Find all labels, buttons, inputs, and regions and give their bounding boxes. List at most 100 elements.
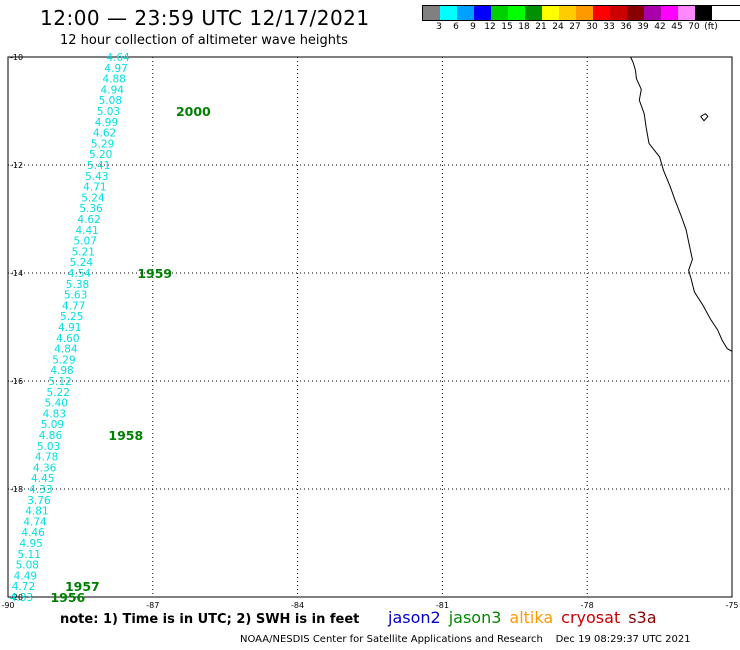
- wave-height-label: 5.40: [45, 398, 68, 410]
- wave-height-label: 4.99: [95, 117, 118, 129]
- wave-height-label: 4.94: [101, 84, 125, 96]
- legend-label: 6: [453, 22, 459, 32]
- wave-height-label: 5.29: [91, 138, 114, 150]
- wave-height-label: 5.29: [52, 354, 75, 366]
- wave-height-label: 4.72: [12, 581, 35, 593]
- x-tick-label: -78: [581, 601, 594, 610]
- wave-height-label: 4.77: [62, 300, 85, 312]
- legend-label: 15: [501, 22, 513, 32]
- legend-swatch: [457, 6, 474, 20]
- legend-swatch: [525, 6, 542, 20]
- map-frame: [7, 56, 733, 598]
- wave-height-label: 4.81: [25, 506, 48, 518]
- legend-swatch: [593, 6, 610, 20]
- wave-height-label: 4.33: [29, 484, 52, 496]
- wave-height-label: 4.97: [104, 63, 127, 75]
- wave-height-label: 4.62: [77, 214, 100, 226]
- legend-label: 9: [470, 22, 476, 32]
- legend-label: 36: [620, 22, 632, 32]
- legend-label: (ft): [704, 22, 718, 32]
- footer-note: note: 1) Time is in UTC; 2) SWH is in fe…: [60, 612, 360, 627]
- legend-swatch: [542, 6, 559, 20]
- wave-height-label: 4.62: [93, 128, 116, 140]
- time-label: 1958: [108, 428, 143, 443]
- wave-height-label: 5.41: [87, 160, 110, 172]
- wave-height-label: 5.24: [81, 192, 105, 204]
- wave-height-label: 5.63: [64, 290, 87, 302]
- credit-text: NOAA/NESDIS Center for Satellite Applica…: [240, 634, 543, 645]
- legend-swatch: [474, 6, 491, 20]
- legend-color-bar: [422, 5, 740, 21]
- x-tick-label: -87: [146, 601, 159, 610]
- wave-height-label: 5.38: [66, 279, 89, 291]
- satellite-label-altika: altika: [509, 608, 554, 627]
- legend-swatch: [627, 6, 644, 20]
- page-subtitle: 12 hour collection of altimeter wave hei…: [60, 33, 348, 48]
- wave-height-label: 4.84: [54, 344, 78, 356]
- wave-height-label: 4.71: [83, 182, 106, 194]
- legend-swatch: [661, 6, 678, 20]
- wave-height-label: 4.45: [31, 473, 54, 485]
- x-tick-label: -84: [291, 601, 304, 610]
- legend-label: 27: [569, 22, 581, 32]
- wave-height-label: 5.22: [47, 387, 70, 399]
- legend-swatch: [440, 6, 457, 20]
- wave-height-label: 5.08: [16, 560, 39, 572]
- y-tick-label: -10: [10, 53, 23, 62]
- wave-height-label: 5.08: [99, 95, 122, 107]
- wave-height-label: 5.09: [41, 419, 64, 431]
- legend-label: 45: [671, 22, 683, 32]
- wave-height-label: 4.83: [43, 408, 66, 420]
- credit-timestamp: Dec 19 08:29:37 UTC 2021: [555, 634, 691, 645]
- wave-height-label: 4.98: [50, 365, 73, 377]
- legend-swatch: [576, 6, 593, 20]
- legend-swatch: [695, 6, 712, 20]
- legend-label: 30: [586, 22, 598, 32]
- coastline: [630, 56, 733, 352]
- wave-height-label: 4.95: [19, 538, 42, 550]
- y-tick-label: -18: [10, 485, 23, 494]
- legend-label: 3: [436, 22, 442, 32]
- wave-height-label: 5.25: [60, 311, 83, 323]
- x-tick-label: -90: [1, 601, 14, 610]
- satellite-label-jason2: jason2: [388, 608, 441, 627]
- wave-height-label: 4.91: [58, 322, 81, 334]
- wave-height-label: 4.49: [14, 570, 37, 582]
- wave-height-label: 4.33: [10, 592, 33, 604]
- legend-label: 39: [637, 22, 649, 32]
- legend-swatch: [644, 6, 661, 20]
- wave-height-label: 4.64: [106, 52, 130, 64]
- wave-height-label: 4.74: [23, 516, 47, 528]
- satellite-label-jason3: jason3: [448, 608, 502, 627]
- legend-label: 21: [535, 22, 547, 32]
- legend-swatch: [491, 6, 508, 20]
- wave-height-label: 5.43: [85, 171, 108, 183]
- x-tick-label: -75: [725, 601, 738, 610]
- wave-height-label: 5.21: [72, 246, 95, 258]
- legend-swatch: [610, 6, 627, 20]
- wave-height-label: 5.24: [70, 257, 94, 269]
- wave-height-label: 4.46: [21, 527, 45, 539]
- x-tick-label: -81: [436, 601, 449, 610]
- island-outline: [700, 113, 709, 122]
- wave-height-label: 5.03: [37, 441, 60, 453]
- wave-height-label: 4.88: [102, 74, 125, 86]
- legend-swatch: [508, 6, 525, 20]
- legend-label: 70: [688, 22, 700, 32]
- page-title: 12:00 — 23:59 UTC 12/17/2021: [40, 6, 370, 30]
- satellite-label-s3a: s3a: [628, 608, 657, 627]
- wave-height-label: 5.07: [74, 236, 97, 248]
- wave-height-label: 5.11: [18, 549, 41, 561]
- y-tick-label: -20: [10, 593, 23, 602]
- legend-label: 24: [552, 22, 564, 32]
- satellite-label-cryosat: cryosat: [561, 608, 621, 627]
- wave-height-label: 5.20: [89, 149, 112, 161]
- legend-label: 42: [654, 22, 666, 32]
- legend-swatch: [423, 6, 440, 20]
- legend-swatch: [678, 6, 695, 20]
- legend-label: 12: [484, 22, 496, 32]
- time-label: 1956: [50, 590, 85, 605]
- y-tick-label: -14: [10, 269, 23, 278]
- color-legend: 3 6 9 12 15 18 21 24 27 30 33 36 39 42 45 70 (ft): [422, 5, 740, 33]
- wave-height-label: 3.76: [27, 495, 51, 507]
